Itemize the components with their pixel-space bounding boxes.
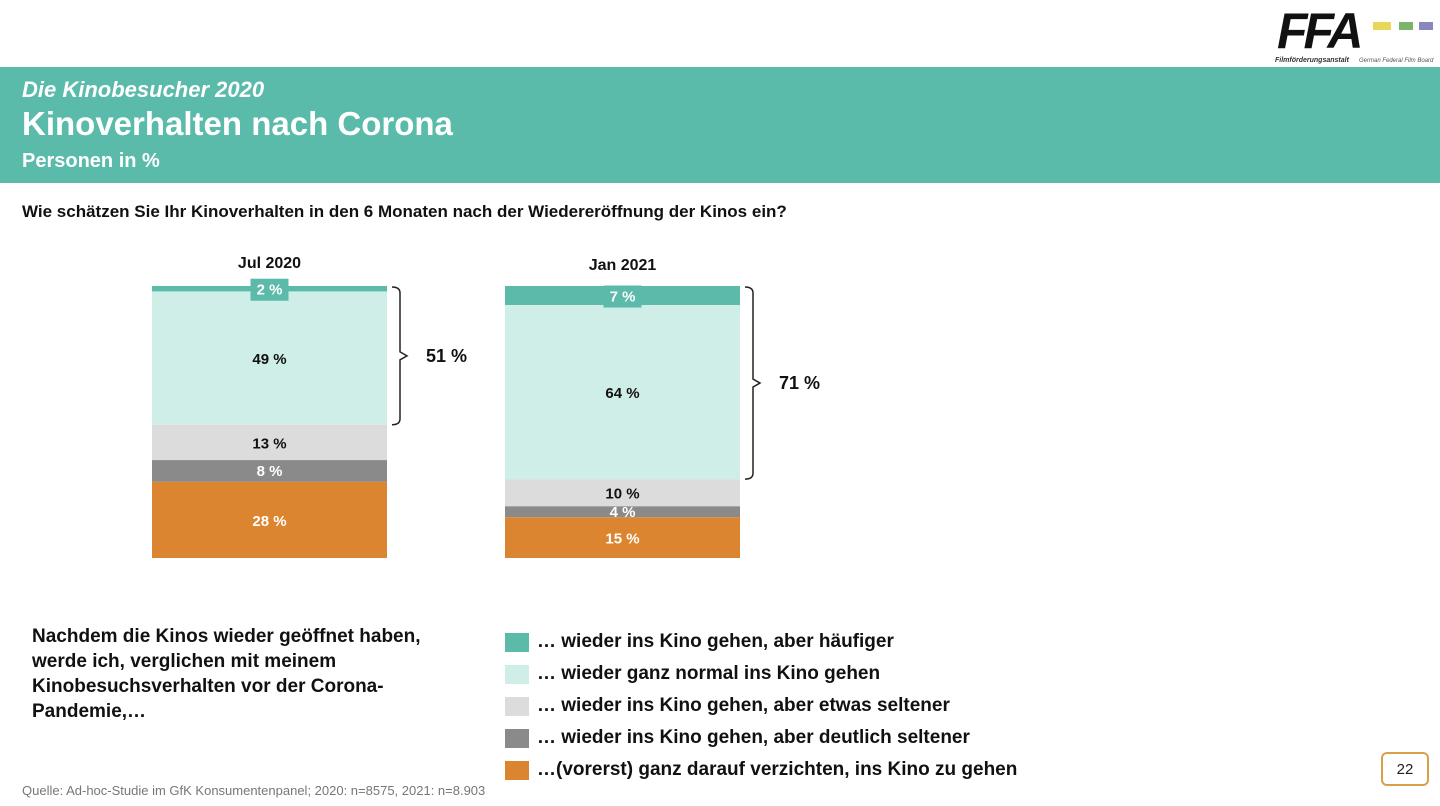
svg-text:German Federal Film Board: German Federal Film Board	[1359, 58, 1434, 64]
bar-segment	[505, 517, 740, 558]
statement-text: Nachdem die Kinos wieder geöffnet haben,…	[32, 626, 421, 722]
legend-swatch	[505, 728, 529, 748]
supertitle: Die Kinobesucher 2020	[22, 77, 265, 102]
bar-segment	[152, 481, 387, 558]
page-number: 22	[1381, 752, 1429, 786]
ffa-logo: FFA Filmförderungsanstalt German Federal…	[1275, 3, 1440, 64]
svg-text:Filmförderungsanstalt: Filmförderungsanstalt	[1275, 57, 1350, 64]
data-label: 10 %	[605, 486, 639, 503]
legend-label: … wieder ins Kino gehen, aber deutlich s…	[537, 727, 970, 748]
bracket	[744, 286, 762, 480]
data-label: 49 %	[252, 351, 286, 368]
page-title: Kinoverhalten nach Corona	[22, 105, 453, 142]
data-label: 8 %	[257, 463, 283, 480]
data-label: 4 %	[610, 504, 636, 521]
label-box	[250, 278, 289, 301]
bar-segment	[505, 479, 740, 507]
data-label: 7 %	[610, 289, 636, 306]
bracket	[391, 286, 409, 426]
legend-item: …(vorerst) ganz darauf verzichten, ins K…	[505, 754, 1017, 786]
data-label: 13 %	[252, 435, 286, 452]
legend-label: … wieder ins Kino gehen, aber häufiger	[537, 631, 894, 652]
survey-question: Wie schätzen Sie Ihr Kinoverhalten in de…	[22, 202, 787, 221]
bar-segment	[152, 460, 387, 482]
legend: … wieder ins Kino gehen, aber häufiger … …	[505, 626, 1017, 786]
legend-swatch	[505, 664, 529, 684]
legend-swatch	[505, 760, 529, 780]
legend-swatch	[505, 632, 529, 652]
stacked-bar-chart: Jul 2020 2 % 49 % 13 % 8 % 28 % 51 % Jan 2021 7 …	[152, 255, 820, 558]
bar-segment	[152, 424, 387, 461]
legend-item: … wieder ins Kino gehen, aber häufiger	[505, 626, 1017, 658]
legend-item: … wieder ins Kino gehen, aber etwas selt…	[505, 690, 1017, 722]
label-box	[603, 285, 642, 308]
bar-segment	[505, 506, 740, 518]
subtitle: Personen in %	[22, 150, 160, 172]
legend-label: … wieder ganz normal ins Kino gehen	[537, 663, 881, 684]
bracket-label: 71 %	[779, 373, 820, 393]
legend-swatch	[505, 696, 529, 716]
bar-segment	[505, 305, 740, 480]
data-label: 15 %	[605, 531, 639, 548]
svg-text:FFA: FFA	[1277, 4, 1360, 59]
data-label: 64 %	[605, 385, 639, 402]
category-label: Jul 2020	[238, 255, 301, 272]
legend-item: … wieder ganz normal ins Kino gehen	[505, 658, 1017, 690]
bar-segment	[152, 291, 387, 425]
legend-label: …(vorerst) ganz darauf verzichten, ins K…	[537, 759, 1018, 780]
legend-label: … wieder ins Kino gehen, aber etwas selt…	[537, 695, 950, 716]
source-note: Quelle: Ad-hoc-Studie im GfK Konsumenten…	[22, 783, 486, 798]
header-band: Die Kinobesucher 2020 Kinoverhalten nach…	[0, 67, 1440, 183]
category-label: Jan 2021	[589, 257, 657, 274]
bracket-label: 51 %	[426, 346, 467, 366]
data-label: 2 %	[257, 282, 283, 299]
legend-item: … wieder ins Kino gehen, aber deutlich s…	[505, 722, 1017, 754]
data-label: 28 %	[252, 513, 286, 530]
